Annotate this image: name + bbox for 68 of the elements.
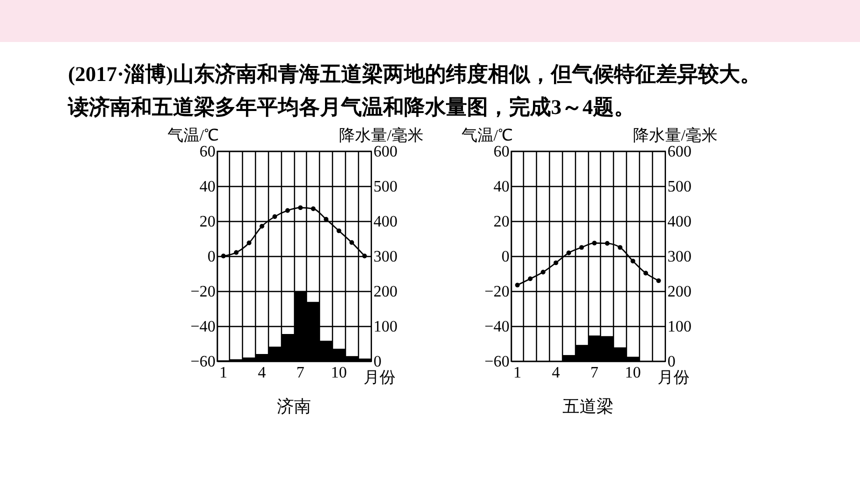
point xyxy=(285,208,290,213)
point xyxy=(592,240,597,246)
y2-tick-label: 100 xyxy=(668,318,692,336)
x-tick-label: 1 xyxy=(513,364,522,382)
y-tick-label: 0 xyxy=(208,248,216,266)
point xyxy=(272,214,278,219)
point xyxy=(554,260,558,266)
point xyxy=(528,276,533,282)
point xyxy=(349,240,354,245)
y-tick-label: 60 xyxy=(494,144,510,160)
point xyxy=(336,228,342,234)
y2-tick-label: 0 xyxy=(668,354,676,370)
point xyxy=(630,258,636,264)
y-tick-label: 0 xyxy=(502,248,510,266)
y2-tick-label: 400 xyxy=(374,214,398,230)
point xyxy=(604,241,610,246)
y2-axis-title: 降水量/毫米 xyxy=(339,126,424,144)
y-tick-label: 20 xyxy=(494,214,510,230)
text: (2017·淄博)山东济南和青海五道梁两地的纬度相似，但气候特征差异较大。读济南和五道梁多年平均各月气温和降水量图，完成3～4题。 xyxy=(68,61,762,121)
point xyxy=(515,282,520,288)
y2-tick-label: 300 xyxy=(374,248,398,266)
point xyxy=(362,254,367,258)
point xyxy=(246,240,252,246)
point xyxy=(540,270,546,274)
y-tick-label: −40 xyxy=(190,318,216,336)
y-tick-label: −60 xyxy=(190,354,216,370)
y-tick-label: 20 xyxy=(200,214,216,230)
point xyxy=(643,270,648,276)
x-axis-title: 月份 xyxy=(658,370,690,386)
y2-tick-label: 300 xyxy=(668,248,692,266)
y2-tick-label: 500 xyxy=(374,178,398,196)
x-tick-label: 7 xyxy=(590,364,598,382)
point xyxy=(618,245,622,250)
x-tick-label: 7 xyxy=(296,364,304,382)
text: 济南 xyxy=(277,397,311,416)
point xyxy=(221,254,226,258)
point xyxy=(298,205,303,210)
y-tick-label: 40 xyxy=(494,178,510,196)
y-axis-title: 气温/℃ xyxy=(462,128,513,144)
point xyxy=(260,224,264,229)
y2-tick-label: 600 xyxy=(668,144,692,160)
y-tick-label: 60 xyxy=(200,144,216,160)
y2-tick-label: 100 xyxy=(374,318,398,336)
x-axis-title: 月份 xyxy=(364,370,396,386)
y2-tick-label: 600 xyxy=(374,144,398,160)
y2-tick-label: 200 xyxy=(668,284,692,300)
y2-tick-label: 200 xyxy=(374,284,398,300)
point xyxy=(579,245,584,250)
point xyxy=(310,206,316,212)
x-tick-label: 10 xyxy=(624,364,641,382)
x-tick-label: 10 xyxy=(330,364,347,382)
y-tick-label: −20 xyxy=(190,284,216,300)
x-tick-label: 4 xyxy=(552,364,560,382)
point xyxy=(566,250,572,256)
y-tick-label: −60 xyxy=(484,354,510,370)
y-tick-label: −20 xyxy=(484,284,510,300)
y2-tick-label: 0 xyxy=(374,354,382,370)
x-tick-label: 1 xyxy=(219,364,228,382)
y2-tick-label: 400 xyxy=(668,214,692,230)
y2-axis-title: 降水量/毫米 xyxy=(633,126,718,144)
y-axis-title: 气温/℃ xyxy=(168,128,219,144)
y2-tick-label: 500 xyxy=(668,178,692,196)
text: 五道梁 xyxy=(562,397,614,416)
point xyxy=(234,250,239,255)
x-tick-label: 4 xyxy=(258,364,266,382)
point xyxy=(656,278,661,284)
y-tick-label: −40 xyxy=(484,318,510,336)
y-tick-label: 40 xyxy=(200,178,216,196)
